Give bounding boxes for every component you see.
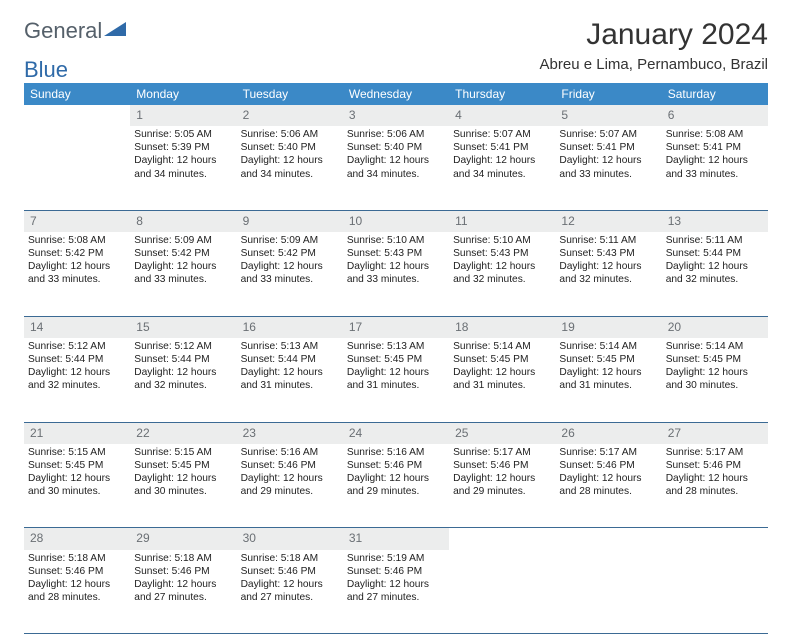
day-content-cell: Sunrise: 5:17 AM Sunset: 5:46 PM Dayligh… (555, 444, 661, 528)
day-number-cell: 30 (237, 528, 343, 550)
day-number-cell: 31 (343, 528, 449, 550)
location-subtitle: Abreu e Lima, Pernambuco, Brazil (540, 56, 768, 73)
day-content-cell (449, 550, 555, 634)
day-number-cell (662, 528, 768, 550)
col-sunday: Sunday (24, 83, 130, 105)
day-content-cell: Sunrise: 5:07 AM Sunset: 5:41 PM Dayligh… (449, 126, 555, 210)
header: General January 2024 (24, 18, 768, 52)
day-number-cell: 3 (343, 105, 449, 126)
logo-line2: Blue (24, 57, 68, 83)
day-content-cell: Sunrise: 5:19 AM Sunset: 5:46 PM Dayligh… (343, 550, 449, 634)
day-content-row: Sunrise: 5:18 AM Sunset: 5:46 PM Dayligh… (24, 550, 768, 634)
day-number-row: 28293031 (24, 528, 768, 550)
day-number-cell: 27 (662, 422, 768, 444)
day-number-cell: 28 (24, 528, 130, 550)
day-content-cell (555, 550, 661, 634)
logo-triangle-icon (104, 18, 126, 44)
day-number-cell: 26 (555, 422, 661, 444)
logo-text-2: Blue (24, 57, 68, 83)
day-number-cell: 10 (343, 210, 449, 232)
day-number-cell: 22 (130, 422, 236, 444)
day-content-cell: Sunrise: 5:07 AM Sunset: 5:41 PM Dayligh… (555, 126, 661, 210)
day-content-cell: Sunrise: 5:18 AM Sunset: 5:46 PM Dayligh… (237, 550, 343, 634)
day-number-cell: 25 (449, 422, 555, 444)
day-content-cell: Sunrise: 5:14 AM Sunset: 5:45 PM Dayligh… (555, 338, 661, 422)
col-tuesday: Tuesday (237, 83, 343, 105)
calendar-table: Sunday Monday Tuesday Wednesday Thursday… (24, 83, 768, 634)
day-number-cell (555, 528, 661, 550)
day-number-row: 123456 (24, 105, 768, 126)
day-number-cell: 24 (343, 422, 449, 444)
day-content-cell: Sunrise: 5:16 AM Sunset: 5:46 PM Dayligh… (237, 444, 343, 528)
col-friday: Friday (555, 83, 661, 105)
day-content-cell (662, 550, 768, 634)
day-content-cell: Sunrise: 5:17 AM Sunset: 5:46 PM Dayligh… (662, 444, 768, 528)
day-number-cell: 9 (237, 210, 343, 232)
day-content-cell: Sunrise: 5:08 AM Sunset: 5:41 PM Dayligh… (662, 126, 768, 210)
day-number-cell: 29 (130, 528, 236, 550)
day-number-row: 78910111213 (24, 210, 768, 232)
day-content-cell: Sunrise: 5:12 AM Sunset: 5:44 PM Dayligh… (24, 338, 130, 422)
day-content-cell: Sunrise: 5:10 AM Sunset: 5:43 PM Dayligh… (449, 232, 555, 316)
day-number-cell: 18 (449, 316, 555, 338)
day-number-cell: 6 (662, 105, 768, 126)
day-number-cell: 23 (237, 422, 343, 444)
day-content-cell: Sunrise: 5:10 AM Sunset: 5:43 PM Dayligh… (343, 232, 449, 316)
day-number-cell: 12 (555, 210, 661, 232)
day-number-cell: 21 (24, 422, 130, 444)
day-number-cell: 8 (130, 210, 236, 232)
day-number-cell (449, 528, 555, 550)
day-content-cell: Sunrise: 5:12 AM Sunset: 5:44 PM Dayligh… (130, 338, 236, 422)
day-content-cell: Sunrise: 5:16 AM Sunset: 5:46 PM Dayligh… (343, 444, 449, 528)
day-content-cell: Sunrise: 5:13 AM Sunset: 5:45 PM Dayligh… (343, 338, 449, 422)
day-number-cell: 20 (662, 316, 768, 338)
col-thursday: Thursday (449, 83, 555, 105)
day-content-row: Sunrise: 5:15 AM Sunset: 5:45 PM Dayligh… (24, 444, 768, 528)
day-number-cell: 19 (555, 316, 661, 338)
day-content-cell (24, 126, 130, 210)
day-content-cell: Sunrise: 5:06 AM Sunset: 5:40 PM Dayligh… (343, 126, 449, 210)
day-content-cell: Sunrise: 5:18 AM Sunset: 5:46 PM Dayligh… (130, 550, 236, 634)
day-content-cell: Sunrise: 5:05 AM Sunset: 5:39 PM Dayligh… (130, 126, 236, 210)
col-saturday: Saturday (662, 83, 768, 105)
day-number-cell (24, 105, 130, 126)
day-content-row: Sunrise: 5:05 AM Sunset: 5:39 PM Dayligh… (24, 126, 768, 210)
day-number-cell: 11 (449, 210, 555, 232)
day-content-cell: Sunrise: 5:13 AM Sunset: 5:44 PM Dayligh… (237, 338, 343, 422)
day-number-row: 21222324252627 (24, 422, 768, 444)
day-number-cell: 2 (237, 105, 343, 126)
col-wednesday: Wednesday (343, 83, 449, 105)
day-content-row: Sunrise: 5:08 AM Sunset: 5:42 PM Dayligh… (24, 232, 768, 316)
day-number-cell: 13 (662, 210, 768, 232)
day-content-cell: Sunrise: 5:11 AM Sunset: 5:44 PM Dayligh… (662, 232, 768, 316)
day-number-row: 14151617181920 (24, 316, 768, 338)
day-number-cell: 17 (343, 316, 449, 338)
day-number-cell: 5 (555, 105, 661, 126)
day-number-cell: 4 (449, 105, 555, 126)
day-content-cell: Sunrise: 5:14 AM Sunset: 5:45 PM Dayligh… (662, 338, 768, 422)
day-content-cell: Sunrise: 5:06 AM Sunset: 5:40 PM Dayligh… (237, 126, 343, 210)
day-number-cell: 7 (24, 210, 130, 232)
day-content-row: Sunrise: 5:12 AM Sunset: 5:44 PM Dayligh… (24, 338, 768, 422)
logo: General (24, 18, 126, 44)
day-content-cell: Sunrise: 5:15 AM Sunset: 5:45 PM Dayligh… (24, 444, 130, 528)
weekday-header-row: Sunday Monday Tuesday Wednesday Thursday… (24, 83, 768, 105)
day-content-cell: Sunrise: 5:14 AM Sunset: 5:45 PM Dayligh… (449, 338, 555, 422)
logo-text-1: General (24, 18, 102, 44)
day-content-cell: Sunrise: 5:17 AM Sunset: 5:46 PM Dayligh… (449, 444, 555, 528)
day-content-cell: Sunrise: 5:09 AM Sunset: 5:42 PM Dayligh… (237, 232, 343, 316)
day-number-cell: 14 (24, 316, 130, 338)
page-title: January 2024 (586, 18, 768, 52)
day-number-cell: 15 (130, 316, 236, 338)
day-content-cell: Sunrise: 5:18 AM Sunset: 5:46 PM Dayligh… (24, 550, 130, 634)
day-content-cell: Sunrise: 5:08 AM Sunset: 5:42 PM Dayligh… (24, 232, 130, 316)
col-monday: Monday (130, 83, 236, 105)
day-content-cell: Sunrise: 5:09 AM Sunset: 5:42 PM Dayligh… (130, 232, 236, 316)
day-content-cell: Sunrise: 5:11 AM Sunset: 5:43 PM Dayligh… (555, 232, 661, 316)
day-number-cell: 1 (130, 105, 236, 126)
day-number-cell: 16 (237, 316, 343, 338)
day-content-cell: Sunrise: 5:15 AM Sunset: 5:45 PM Dayligh… (130, 444, 236, 528)
